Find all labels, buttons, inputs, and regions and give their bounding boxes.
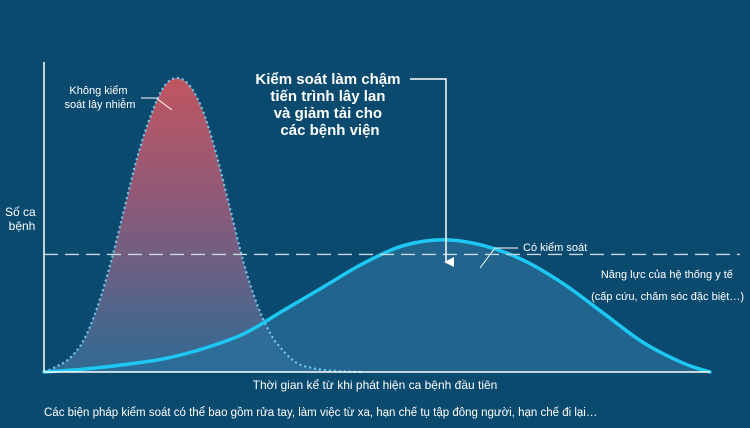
uncontrolled-area bbox=[44, 78, 364, 372]
uncontrolled-label-line: Không kiểm bbox=[69, 85, 127, 97]
uncontrolled-series-label: Không kiểm soát lây nhiễm bbox=[65, 85, 136, 111]
y-axis-label: Số ca bệnh bbox=[5, 205, 39, 233]
annotation-line: Kiểm soát làm chậm bbox=[255, 71, 400, 88]
controlled-curve bbox=[42, 237, 712, 374]
annotation-text: Kiểm soát làm chậm tiến trình lây lan và… bbox=[255, 71, 404, 139]
annotation-line: tiến trình lây lan bbox=[270, 88, 385, 105]
uncontrolled-leader-line bbox=[141, 97, 173, 111]
annotation-line: và giảm tải cho bbox=[274, 105, 382, 122]
threshold-label: Năng lực của hệ thống y tế (cấp cứu, chă… bbox=[591, 269, 744, 303]
uncontrolled-curve bbox=[43, 76, 364, 374]
threshold-label-line: Năng lực của hệ thống y tế bbox=[601, 269, 733, 281]
uncontrolled-label-line: soát lây nhiễm bbox=[65, 98, 136, 111]
controlled-series-label: Có kiểm soát bbox=[523, 242, 587, 254]
annotation-arrow bbox=[410, 78, 454, 267]
footnote: Các biện pháp kiểm soát có thể bao gồm r… bbox=[44, 407, 597, 419]
annotation-line: các bệnh viện bbox=[280, 122, 379, 139]
y-axis-label-line: Số ca bbox=[5, 205, 36, 219]
threshold-label-line: (cấp cứu, chăm sóc đặc biệt…) bbox=[591, 291, 744, 303]
controlled-leader-line bbox=[479, 247, 518, 269]
y-axis-label-line: bệnh bbox=[9, 219, 36, 233]
x-axis-label: Thời gian kể từ khi phát hiện ca bệnh đầ… bbox=[253, 378, 498, 392]
